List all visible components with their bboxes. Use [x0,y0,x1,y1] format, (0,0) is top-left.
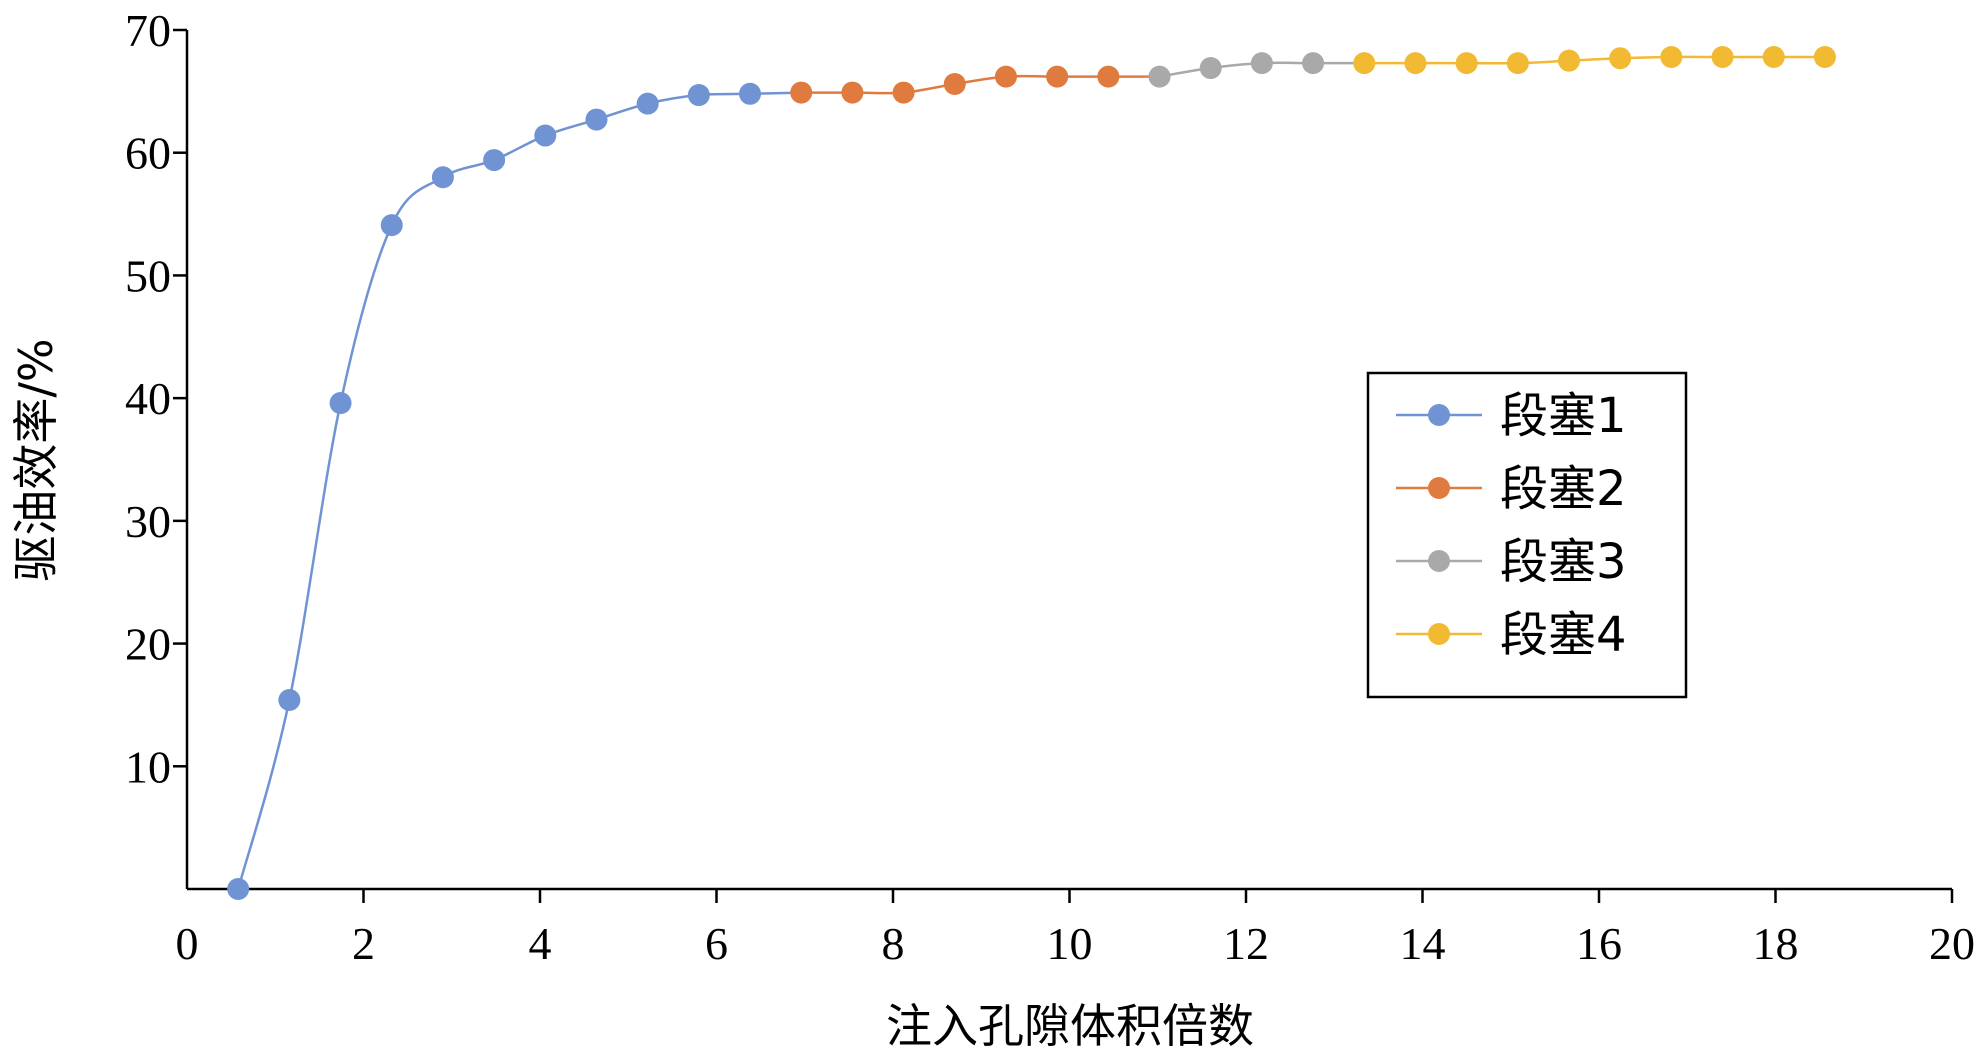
data-point-series-4 [1353,52,1376,75]
series-points [227,45,1836,900]
y-tick-label: 50 [125,250,171,301]
data-point-series-1 [227,878,250,900]
data-point-series-4 [1557,49,1580,72]
ticks: 0 2 4 6 8 10 12 14 16 18 20 10 20 30 40 50 60 70 [125,5,1975,969]
series-line-4 [1364,55,1825,65]
y-axis-title: 驱油效率/% [9,338,63,581]
legend-label-4: 段塞4 [1500,607,1627,663]
data-point-series-2 [1046,65,1069,88]
legend-marker-3 [1428,550,1450,572]
data-point-series-1 [534,124,557,147]
data-point-series-4 [1609,47,1632,70]
y-tick-label: 40 [125,373,171,424]
x-tick-label: 18 [1753,918,1799,969]
x-tick-label: 20 [1929,918,1975,969]
x-tick-label: 14 [1400,918,1446,969]
data-point-series-1 [431,166,454,189]
y-tick-label: 70 [125,5,171,56]
x-tick-label: 6 [705,918,728,969]
data-point-series-1 [687,84,710,107]
data-point-series-2 [841,81,864,104]
x-tick-label: 16 [1576,918,1622,969]
data-point-series-1 [739,82,762,105]
data-point-series-2 [994,65,1017,88]
x-axis-title: 注入孔隙体积倍数 [886,999,1254,1053]
y-tick-label: 30 [125,496,171,547]
x-tick-label: 10 [1047,918,1093,969]
x-tick-label: 8 [882,918,905,969]
data-point-series-2 [892,81,915,104]
legend-items: 段塞1 段塞2 段塞3 段塞4 [1396,388,1627,663]
data-point-series-1 [380,214,403,237]
x-tick-label: 2 [352,918,375,969]
y-tick-label: 60 [125,128,171,179]
data-point-series-3 [1250,52,1273,75]
legend-label-2: 段塞2 [1500,461,1627,517]
data-point-series-4 [1711,45,1734,68]
legend: 段塞1 段塞2 段塞3 段塞4 [1366,371,1688,699]
data-point-series-4 [1762,45,1785,68]
x-tick-label: 12 [1223,918,1269,969]
legend-marker-4 [1428,623,1450,645]
data-point-series-3 [1302,52,1325,75]
data-point-series-1 [329,392,352,415]
y-tick-label: 10 [125,741,171,792]
data-point-series-4 [1506,52,1529,75]
data-point-series-3 [1199,57,1222,80]
data-point-series-1 [278,689,301,712]
data-point-series-4 [1404,52,1427,75]
data-point-series-2 [1097,65,1120,88]
data-point-series-4 [1813,45,1836,68]
data-point-series-1 [483,149,506,172]
data-point-series-1 [585,108,608,131]
legend-label-3: 段塞3 [1500,534,1627,590]
x-tick-label: 0 [176,918,199,969]
series-line-1 [236,91,802,890]
x-tick-label: 4 [529,918,552,969]
data-point-series-3 [1148,65,1171,88]
legend-box [1366,371,1688,699]
data-point-series-1 [636,92,659,115]
data-point-series-4 [1660,45,1683,68]
legend-marker-2 [1428,477,1450,499]
data-point-series-2 [790,81,813,104]
legend-label-1: 段塞1 [1500,388,1627,444]
legend-marker-1 [1428,404,1450,426]
data-point-series-4 [1455,52,1478,75]
data-point-series-2 [943,72,966,95]
y-tick-label: 20 [125,619,171,670]
